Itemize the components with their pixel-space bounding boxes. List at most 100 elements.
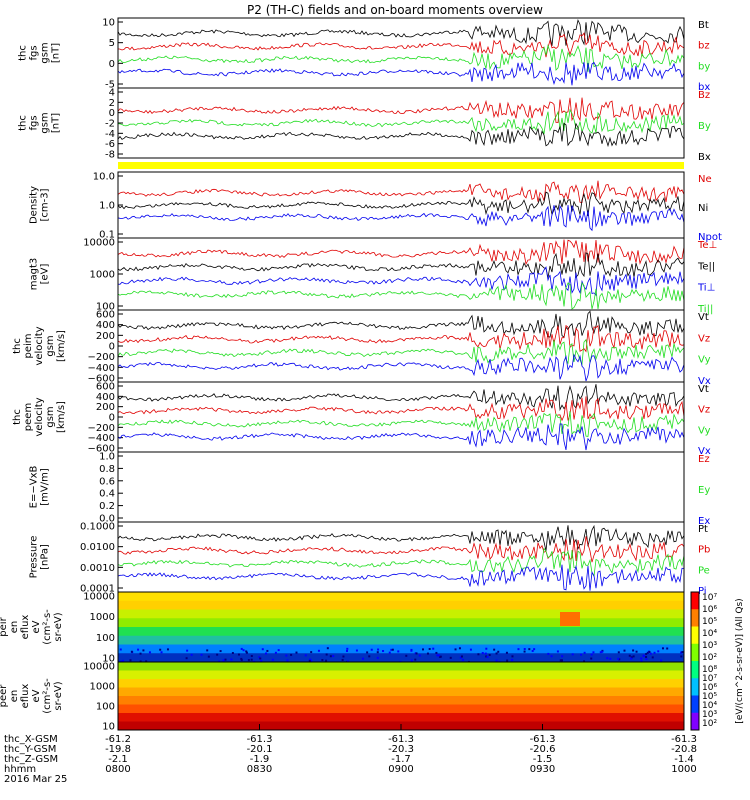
spectrogram-noise: [435, 651, 438, 654]
spectrogram-noise: [245, 650, 248, 653]
spectrogram-noise: [469, 648, 472, 651]
colorbar-segment: [691, 592, 699, 610]
ytick-label: 0: [109, 342, 115, 353]
spectrogram-noise: [405, 654, 408, 657]
spectrogram-noise: [377, 648, 380, 651]
series-line-Npot: [117, 204, 685, 232]
legend-bx: bx: [698, 82, 710, 93]
ylabel-temperature: magt3[eV]: [29, 258, 51, 291]
spectrogram-band: [118, 627, 684, 637]
spectrogram-noise: [326, 647, 329, 650]
spectrogram-noise: [681, 651, 684, 654]
spectrogram-noise: [142, 649, 145, 652]
spectrogram-noise: [523, 650, 526, 653]
ytick-label: 0.0: [99, 514, 115, 525]
spectrogram-noise: [325, 659, 328, 662]
legend-Npot: Npot: [698, 232, 722, 243]
ytick-label: 4: [109, 88, 115, 99]
ytick-label: 0.2: [99, 501, 115, 512]
xtick-label: 0900: [388, 764, 413, 775]
ytick-label: 1.0: [99, 201, 115, 212]
panel-frame: [117, 451, 685, 523]
spectrogram-noise: [260, 659, 263, 662]
panel-frame: [117, 87, 685, 159]
ytick-label: 0: [109, 59, 115, 70]
ylabel-peem_velocity: thcpeemvelocitygsm[km/s]: [12, 397, 67, 436]
spectrogram-band: [118, 592, 684, 602]
ylabel-line: eV: [31, 689, 42, 702]
colorbar-frame: [690, 591, 700, 731]
spectrogram-noise: [368, 655, 371, 658]
colorbar-tick: 10⁴: [702, 701, 717, 711]
ylabel-line: thc: [18, 45, 29, 61]
ylabel-density: Density[cm-3]: [29, 186, 51, 224]
spectrogram-noise: [332, 655, 335, 658]
ytick-label: -6: [105, 139, 115, 150]
spectrogram-noise: [628, 654, 631, 657]
legend-by: by: [698, 61, 710, 72]
xtick-label: -1.4: [674, 754, 694, 765]
spectrogram-noise: [370, 648, 373, 651]
spectrogram-noise: [630, 656, 633, 659]
spectrogram-band: [118, 696, 684, 705]
spectrogram-noise: [649, 652, 652, 655]
spectrogram-noise: [428, 647, 431, 650]
ytick-label: 0.1000: [80, 522, 115, 533]
panel-density: Density[cm-3] 10.0 1.0 0.1 Ne Ni Npot: [29, 171, 722, 243]
ytick-label: 10000: [83, 238, 115, 249]
spectrogram-noise: [265, 652, 268, 655]
ylabel-line: [eV]: [40, 264, 51, 285]
ytick-label: 0.6: [99, 476, 115, 487]
ylabel-line: [km/s]: [56, 330, 67, 362]
ytick-label: 10.0: [93, 172, 115, 183]
spectrogram-noise: [410, 648, 413, 651]
spectrogram-noise: [645, 658, 648, 661]
spectrogram-noise: [561, 659, 564, 662]
spectrogram-noise: [632, 655, 635, 658]
panel-efield: E=−VxB[mV/m] 1.00.80.6 0.40.2 0.0 Ez Ey Ex: [29, 451, 710, 527]
xaxis-row-label: hhmm: [4, 764, 36, 775]
spectrogram-noise: [122, 659, 125, 662]
ylabel-line: en: [9, 621, 20, 634]
ytick-label: 10000: [83, 592, 115, 603]
ylabel-line: peim: [23, 333, 34, 358]
state-bar: [118, 162, 684, 169]
spectrogram-noise: [266, 649, 269, 652]
colorbar-tick: 10⁶: [702, 683, 717, 693]
colorbar-tick: 10⁷: [702, 674, 717, 684]
xtick-label: 0830: [247, 764, 272, 775]
xtick-label: -20.8: [671, 744, 697, 755]
spectrogram-noise: [139, 652, 142, 655]
legend-Vz: Vz: [698, 333, 710, 344]
spectrogram-noise: [258, 656, 261, 659]
ylabel-line: thc: [18, 115, 29, 131]
spectrogram-noise: [459, 656, 462, 659]
panel-peir_spectrogram: thcpeirenefluxeV(cm²-s-sr-eV) 10000 1000 10…: [0, 591, 685, 665]
xaxis-row-label: thc_X-GSM: [4, 734, 58, 745]
series-line-Bt: [117, 18, 685, 46]
panel-frame: [117, 171, 685, 239]
spectrogram-noise: [139, 660, 142, 663]
ylabel-line: E=−VxB: [29, 466, 40, 509]
ylabel-line: thc: [12, 409, 23, 425]
legend-Ti||: Ti||: [697, 304, 713, 315]
ytick-label: 100: [96, 633, 115, 644]
spectrogram-noise: [632, 649, 635, 652]
colorbar-tick: 10³: [702, 710, 717, 720]
ylabel-line: [km/s]: [56, 401, 67, 433]
spectrogram-noise: [346, 660, 349, 663]
spectrogram-noise: [680, 651, 683, 654]
ylabel-line: Pressure: [29, 536, 40, 579]
spectrogram-noise: [310, 651, 313, 654]
ytick-label: 100: [96, 702, 115, 713]
ytick-label: −200: [88, 423, 115, 434]
colorbar-tick: 10⁴: [702, 629, 717, 639]
spectrogram-noise: [259, 657, 262, 660]
colorbar-tick: 10³: [702, 641, 717, 651]
ylabel-line: [mV/m]: [40, 468, 51, 506]
legend-Te⊥: Te⊥: [697, 240, 717, 251]
ytick-label: 200: [96, 402, 115, 413]
series-line-Ti⊥: [117, 266, 685, 297]
